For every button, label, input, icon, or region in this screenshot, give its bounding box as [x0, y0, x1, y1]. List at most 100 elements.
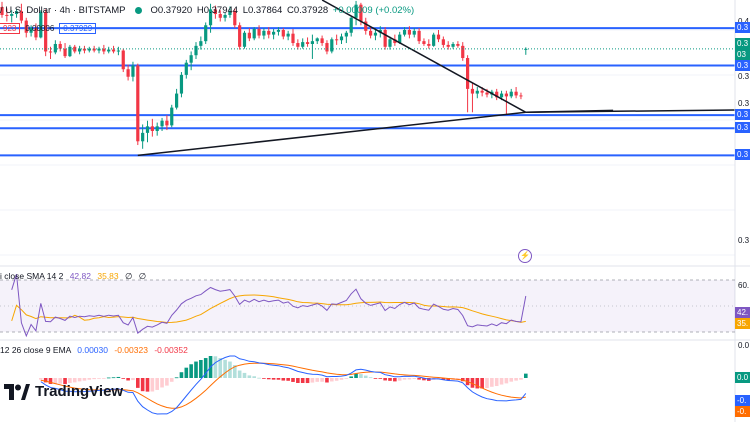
candle-body: [393, 39, 397, 44]
candle-body: [73, 46, 77, 52]
macd-histogram-bar: [422, 378, 426, 381]
macd-histogram-bar: [242, 372, 247, 378]
macd-histogram-bar: [310, 378, 315, 383]
rsi-value: 42.82: [69, 271, 91, 281]
price-axis-label: 0.3: [738, 72, 750, 81]
macd-histogram-bar: [199, 359, 203, 378]
macd-histogram-bar: [349, 376, 353, 378]
candle-body: [262, 30, 266, 36]
macd-histogram-bar: [490, 378, 494, 387]
candle-body: [349, 17, 353, 33]
candle-body: [446, 44, 450, 47]
macd-histogram-bar: [174, 377, 179, 379]
candle-body: [257, 29, 261, 36]
macd-histogram-bar: [165, 378, 169, 386]
macd-histogram-bar: [48, 378, 53, 384]
candle-body: [10, 14, 14, 16]
symbol-title[interactable]: / U.S. Dollar · 4h · BITSTAMP: [0, 4, 126, 16]
bid-price[interactable]: 923: [0, 22, 21, 34]
candle-body: [136, 65, 140, 142]
candle-body: [63, 48, 67, 57]
macd-histogram-bar: [116, 376, 121, 378]
tradingview-logo[interactable]: TradingView: [4, 383, 123, 400]
rsi-line: [11, 274, 527, 338]
macd-axis-badge: -0.: [735, 395, 750, 406]
rsi-legend[interactable]: i close SMA 14 2 42.82 35.83 ∅ ∅: [0, 271, 146, 282]
macd-histogram-bar: [150, 378, 155, 392]
candle-body: [82, 48, 87, 51]
candle-body: [160, 120, 164, 127]
candle-body: [519, 95, 523, 97]
price-axis-badge: 0.3: [735, 149, 750, 161]
trendline-extension: [525, 109, 736, 114]
candle-body: [373, 32, 378, 36]
candle-body: [485, 92, 489, 95]
macd-histogram-bar: [509, 378, 514, 382]
macd-histogram-bar: [140, 378, 145, 392]
ask-price[interactable]: 0.37929: [59, 22, 97, 34]
macd-histogram-bar: [286, 378, 290, 381]
macd-histogram-bar: [97, 378, 101, 379]
candle-body: [92, 48, 96, 51]
macd-legend[interactable]: 12 26 close 9 EMA 0.00030 -0.00323 -0.00…: [0, 345, 188, 355]
rsi-name: i close SMA 14 2: [0, 271, 64, 281]
candle-body: [291, 33, 295, 44]
price-axis-label: 0.4: [738, 17, 749, 26]
candle-body: [175, 93, 179, 108]
candle-body: [116, 50, 120, 52]
macd-hist-value: -0.00352: [154, 345, 188, 355]
candle-body: [417, 30, 421, 42]
macd-histogram-bar: [213, 356, 218, 378]
price-axis-badge: 0.3: [735, 122, 750, 134]
rsi-axis-label: 60.: [738, 281, 750, 290]
candle-body: [499, 93, 504, 98]
candle-body: [141, 132, 145, 142]
macd-histogram-bar: [266, 378, 271, 380]
candle-body: [14, 11, 19, 15]
trendline: [321, 0, 527, 113]
macd-histogram-bar: [252, 376, 256, 378]
macd-histogram-bar: [519, 378, 523, 380]
macd-histogram-bar: [58, 378, 62, 384]
macd-histogram-bar: [499, 378, 504, 385]
candle-body: [252, 29, 256, 39]
flash-icon[interactable]: ⚡: [518, 249, 532, 263]
candle-body: [427, 43, 431, 46]
candle-body: [305, 42, 310, 44]
candle-body: [330, 39, 334, 52]
macd-histogram-bar: [257, 377, 261, 379]
candle-body: [242, 32, 247, 47]
candle-body: [514, 91, 518, 96]
candle-body: [58, 43, 62, 49]
candle-body: [208, 9, 213, 26]
candle-body: [441, 39, 445, 45]
candle-body: [325, 43, 329, 52]
macd-histogram-bar: [402, 378, 407, 380]
macd-histogram-bar: [271, 378, 276, 380]
candle-body: [286, 33, 290, 37]
candle-body: [131, 65, 135, 77]
macd-histogram-bar: [247, 375, 252, 378]
candle-body: [344, 32, 348, 37]
rsi-sma-line: [11, 294, 526, 324]
chart-header: / U.S. Dollar · 4h · BITSTAMP O0.37920 H…: [0, 2, 416, 18]
macd-axis-label: 0.0: [738, 341, 750, 350]
spread-value: 0.00006: [25, 23, 55, 33]
macd-pane[interactable]: [39, 355, 528, 415]
tradingview-logo-icon: [4, 383, 30, 400]
candle-body: [199, 41, 203, 46]
candle-body: [267, 30, 271, 35]
candle-body: [388, 39, 392, 47]
candle-body: [194, 45, 198, 56]
candle-body: [412, 30, 416, 35]
macd-histogram-bar: [92, 378, 96, 380]
macd-histogram-bar: [63, 378, 67, 385]
candle-body: [301, 42, 305, 47]
rsi-axis-badge: 35.: [735, 318, 750, 329]
rsi-pane[interactable]: [0, 274, 735, 338]
candle-body: [407, 29, 411, 35]
macd-histogram-bar: [121, 378, 126, 379]
macd-histogram-bar: [72, 378, 77, 383]
